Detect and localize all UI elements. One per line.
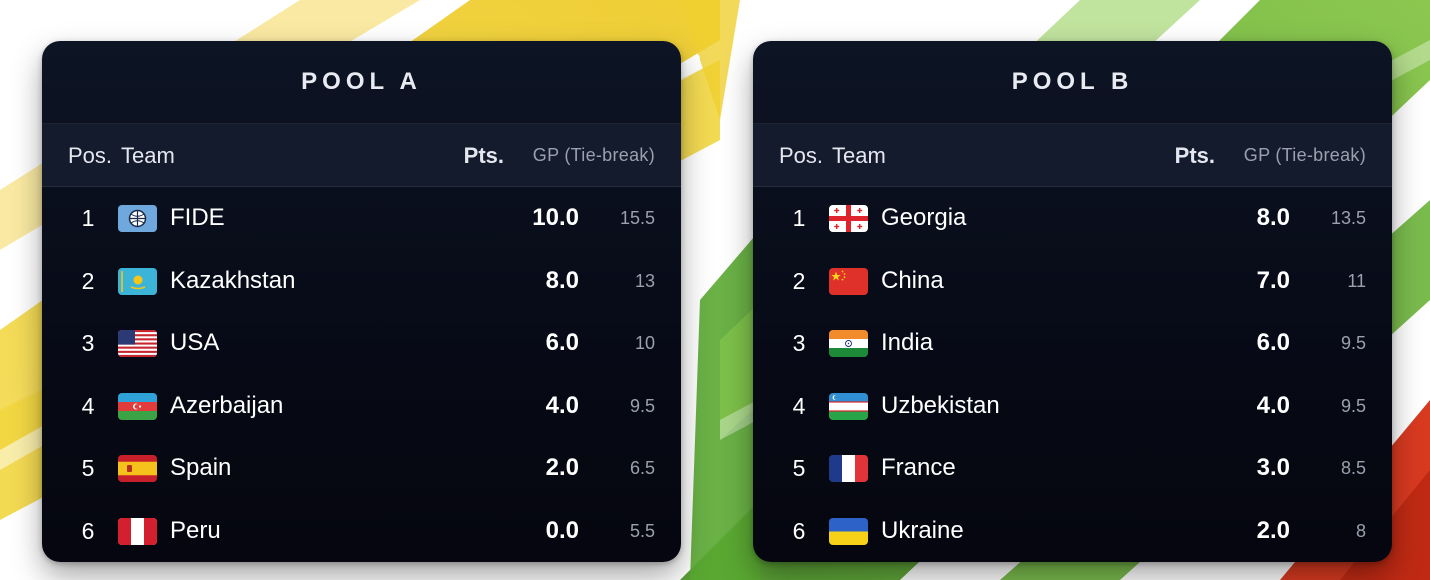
points: 0.0	[545, 516, 579, 544]
team-name: Uzbekistan	[881, 391, 1000, 419]
pool-title: POOL B	[753, 41, 1392, 124]
game-points: 11	[1347, 270, 1366, 291]
standings-list: 1 FIDE 10.0 15.5 2 Kazakhstan 8.0 13 3 U…	[42, 187, 681, 562]
table-row: 1 Georgia 8.0 13.5	[753, 187, 1392, 250]
game-points-header: GP (Tie-break)	[532, 145, 655, 165]
points: 4.0	[545, 391, 579, 419]
game-points: 8	[1355, 520, 1366, 541]
table-row: 4 Uzbekistan 4.0 9.5	[753, 375, 1392, 438]
table-row: 5 France 3.0 8.5	[753, 437, 1392, 500]
table-row: 3 India 6.0 9.5	[753, 312, 1392, 375]
points: 8.0	[545, 266, 579, 294]
points: 4.0	[1256, 391, 1290, 419]
column-header-row: Pos. Team Pts. GP (Tie-break)	[42, 124, 681, 187]
points: 6.0	[545, 329, 579, 357]
table-row: 3 USA 6.0 10	[42, 312, 681, 375]
team-name: Georgia	[881, 204, 967, 231]
table-row: 4 Azerbaijan 4.0 9.5	[42, 375, 681, 438]
table-row: 6 Ukraine 2.0 8	[753, 500, 1392, 562]
game-points: 6.5	[629, 458, 655, 479]
game-points: 9.5	[629, 395, 655, 416]
pool-title: POOL A	[42, 41, 681, 124]
team-header: Team	[121, 143, 175, 168]
points: 6.0	[1256, 329, 1290, 357]
azerbaijan-flag-icon	[118, 392, 157, 420]
game-points: 5.5	[629, 520, 655, 541]
china-flag-icon	[829, 267, 868, 295]
game-points: 9.5	[1340, 333, 1366, 354]
pool-a-panel: POOL A Pos. Team Pts. GP (Tie-break) 1 F…	[42, 41, 681, 562]
team-name: France	[881, 454, 956, 482]
team-header: Team	[832, 143, 886, 168]
points: 7.0	[1256, 266, 1290, 294]
team-name: Ukraine	[881, 516, 964, 544]
uzbekistan-flag-icon	[829, 392, 868, 420]
fide-flag-icon	[118, 205, 157, 232]
team-name: Kazakhstan	[170, 266, 296, 294]
pool-b-panel: POOL B Pos. Team Pts. GP (Tie-break) 1 G…	[753, 41, 1392, 562]
standings-list: 1 Georgia 8.0 13.5 2 China 7.0 11 3 Indi…	[753, 187, 1392, 562]
team-name: India	[881, 329, 934, 357]
table-row: 6 Peru 0.0 5.5	[42, 500, 681, 562]
team-name: USA	[170, 329, 220, 357]
usa-flag-icon	[118, 330, 157, 358]
game-points: 13.5	[1330, 208, 1366, 228]
points-header: Pts.	[1174, 143, 1215, 168]
game-points: 13	[634, 270, 655, 291]
table-row: 5 Spain 2.0 6.5	[42, 437, 681, 500]
spain-flag-icon	[118, 455, 157, 483]
team-name: Spain	[170, 454, 232, 482]
game-points: 8.5	[1340, 458, 1366, 479]
table-row: 2 Kazakhstan 8.0 13	[42, 250, 681, 313]
team-name: FIDE	[170, 204, 225, 231]
team-name: Azerbaijan	[170, 391, 284, 419]
column-header-row: Pos. Team Pts. GP (Tie-break)	[753, 124, 1392, 187]
team-name: China	[881, 266, 944, 294]
points: 10.0	[532, 204, 579, 231]
france-flag-icon	[829, 455, 868, 483]
points: 2.0	[545, 454, 579, 482]
pos-header: Pos.	[779, 143, 824, 168]
india-flag-icon	[829, 330, 868, 358]
game-points-header: GP (Tie-break)	[1243, 145, 1366, 165]
points-header: Pts.	[463, 143, 504, 168]
georgia-flag-icon	[829, 205, 868, 232]
points: 2.0	[1256, 516, 1290, 544]
game-points: 10	[634, 333, 655, 354]
game-points: 9.5	[1340, 395, 1366, 416]
peru-flag-icon	[118, 517, 157, 545]
points: 3.0	[1256, 454, 1290, 482]
ukraine-flag-icon	[829, 517, 868, 545]
table-row: 2 China 7.0 11	[753, 250, 1392, 313]
pos-header: Pos.	[68, 143, 113, 168]
kazakhstan-flag-icon	[118, 267, 157, 295]
points: 8.0	[1256, 204, 1290, 231]
table-row: 1 FIDE 10.0 15.5	[42, 187, 681, 250]
game-points: 15.5	[619, 208, 655, 228]
team-name: Peru	[170, 516, 221, 544]
